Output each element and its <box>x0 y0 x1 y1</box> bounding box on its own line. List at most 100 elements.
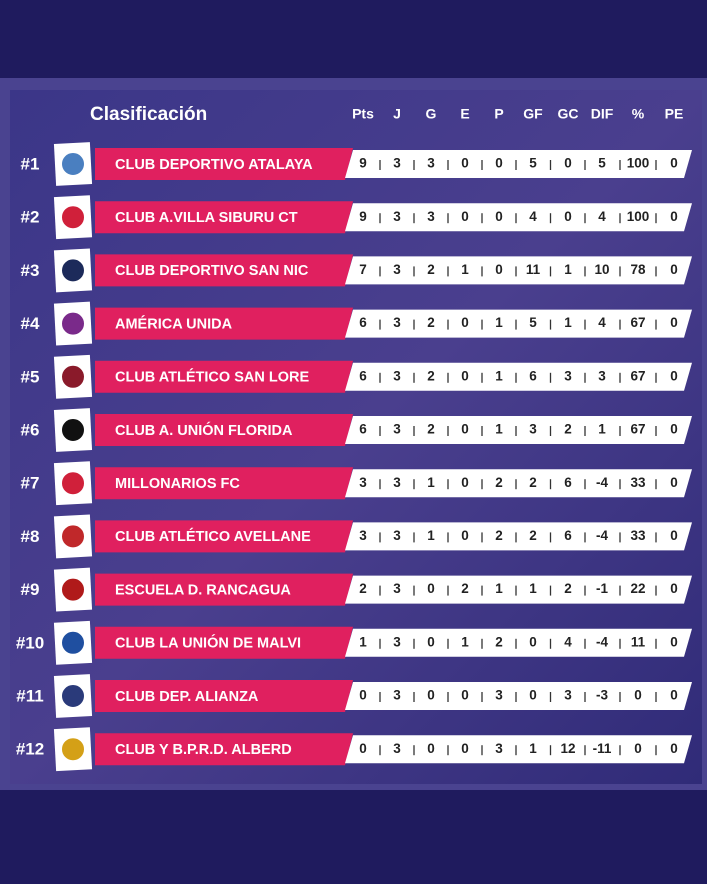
logo <box>60 204 86 231</box>
stat-value: 3 <box>393 581 401 596</box>
stat-value: 5 <box>529 156 537 171</box>
stat-value: 3 <box>393 156 401 171</box>
stat-value: 3 <box>393 422 401 437</box>
stat-value: 3 <box>393 688 401 703</box>
stat-value: 0 <box>670 422 678 437</box>
stat-value: 2 <box>564 422 572 437</box>
stats-bar <box>345 735 692 764</box>
logo <box>60 683 86 709</box>
stat-value: 11 <box>526 262 541 277</box>
stats-bar <box>345 362 692 391</box>
stat-value: 0 <box>670 688 678 703</box>
stat-value: 3 <box>427 209 435 224</box>
stat-value: 0 <box>634 741 642 756</box>
stat-value: 2 <box>495 528 503 543</box>
stat-value: -4 <box>596 528 608 543</box>
rank: #7 <box>21 474 40 493</box>
stats-bar <box>345 628 692 657</box>
stat-value: 0 <box>529 688 537 703</box>
team-bar <box>95 573 353 606</box>
stat-value: 0 <box>461 741 469 756</box>
stat-value: 2 <box>529 528 537 543</box>
stat-value: 2 <box>427 368 435 383</box>
stat-value: 1 <box>529 581 537 596</box>
stat-value: 33 <box>630 528 646 543</box>
rank: #10 <box>16 633 44 652</box>
rank: #11 <box>16 686 43 705</box>
stat-value: 0 <box>670 528 678 543</box>
stats-bar <box>345 416 692 444</box>
team-name: CLUB LA UNIÓN DE MALVI <box>115 634 301 652</box>
team-bar <box>95 307 353 340</box>
stat-value: 10 <box>594 262 609 277</box>
rank: #4 <box>21 314 40 333</box>
rank: #9 <box>21 580 40 599</box>
logo <box>60 151 86 177</box>
stat-value: 0 <box>461 475 469 490</box>
stat-value: 4 <box>529 209 537 224</box>
stat-value: 12 <box>560 741 575 756</box>
team-name: CLUB ATLÉTICO SAN LORE <box>115 369 309 386</box>
logo <box>60 523 86 550</box>
stat-value: 6 <box>359 368 367 383</box>
stat-value: 2 <box>495 475 503 490</box>
stat-value: 78 <box>630 262 646 277</box>
column-header: P <box>494 106 503 122</box>
team-name: CLUB Y B.P.R.D. ALBERD <box>115 742 292 758</box>
stat-value: 3 <box>564 688 572 703</box>
column-header: DIF <box>591 106 614 122</box>
stat-value: 0 <box>670 741 678 756</box>
stat-value: 3 <box>393 209 401 224</box>
stat-value: 1 <box>495 368 503 383</box>
stats-bar <box>345 682 692 710</box>
team-bar <box>95 360 353 393</box>
stat-value: 22 <box>630 581 645 596</box>
stat-value: 3 <box>495 741 503 756</box>
stat-value: 0 <box>427 581 435 596</box>
stat-value: 0 <box>359 741 367 756</box>
stat-value: 0 <box>634 688 642 703</box>
rank: #6 <box>21 420 40 439</box>
team-name: CLUB DEPORTIVO SAN NIC <box>115 263 309 279</box>
stat-value: 3 <box>393 475 401 490</box>
stat-value: 3 <box>393 528 401 543</box>
stat-value: 11 <box>631 634 646 649</box>
stat-value: 5 <box>529 315 537 330</box>
logo <box>60 629 86 656</box>
stat-value: 0 <box>427 688 435 703</box>
stat-value: -1 <box>596 581 608 596</box>
stat-value: 0 <box>564 209 572 224</box>
logo <box>60 417 86 443</box>
stats-bar <box>345 469 692 498</box>
stat-value: 1 <box>598 422 606 437</box>
stat-value: 3 <box>393 315 401 330</box>
stat-value: 0 <box>670 475 678 490</box>
stat-value: 2 <box>461 581 469 596</box>
stat-value: 0 <box>529 634 537 649</box>
stat-value: 0 <box>461 688 469 703</box>
rank: #3 <box>21 261 40 280</box>
stats-bar <box>345 575 692 604</box>
stats-bar <box>345 150 692 178</box>
column-header: GF <box>523 106 543 122</box>
stat-value: -11 <box>593 741 612 756</box>
stat-value: 1 <box>564 315 572 330</box>
rank: #12 <box>16 740 44 759</box>
team-name: MILLONARIOS FC <box>115 476 240 492</box>
stat-value: -3 <box>596 688 608 703</box>
column-header: Pts <box>352 106 374 122</box>
team-bar <box>95 733 353 766</box>
stat-value: 2 <box>427 315 435 330</box>
title: Clasificación <box>90 104 207 125</box>
team-name: CLUB A.VILLA SIBURU CT <box>115 210 298 226</box>
column-header: J <box>393 106 401 122</box>
stat-value: 4 <box>598 209 606 224</box>
stat-value: 7 <box>359 262 367 277</box>
stat-value: 2 <box>564 581 572 596</box>
rank: #5 <box>21 367 40 386</box>
stat-value: 0 <box>427 741 435 756</box>
stat-value: 0 <box>427 634 435 649</box>
stat-value: 3 <box>598 368 606 383</box>
stat-value: 3 <box>427 156 435 171</box>
stat-value: 33 <box>630 475 646 490</box>
